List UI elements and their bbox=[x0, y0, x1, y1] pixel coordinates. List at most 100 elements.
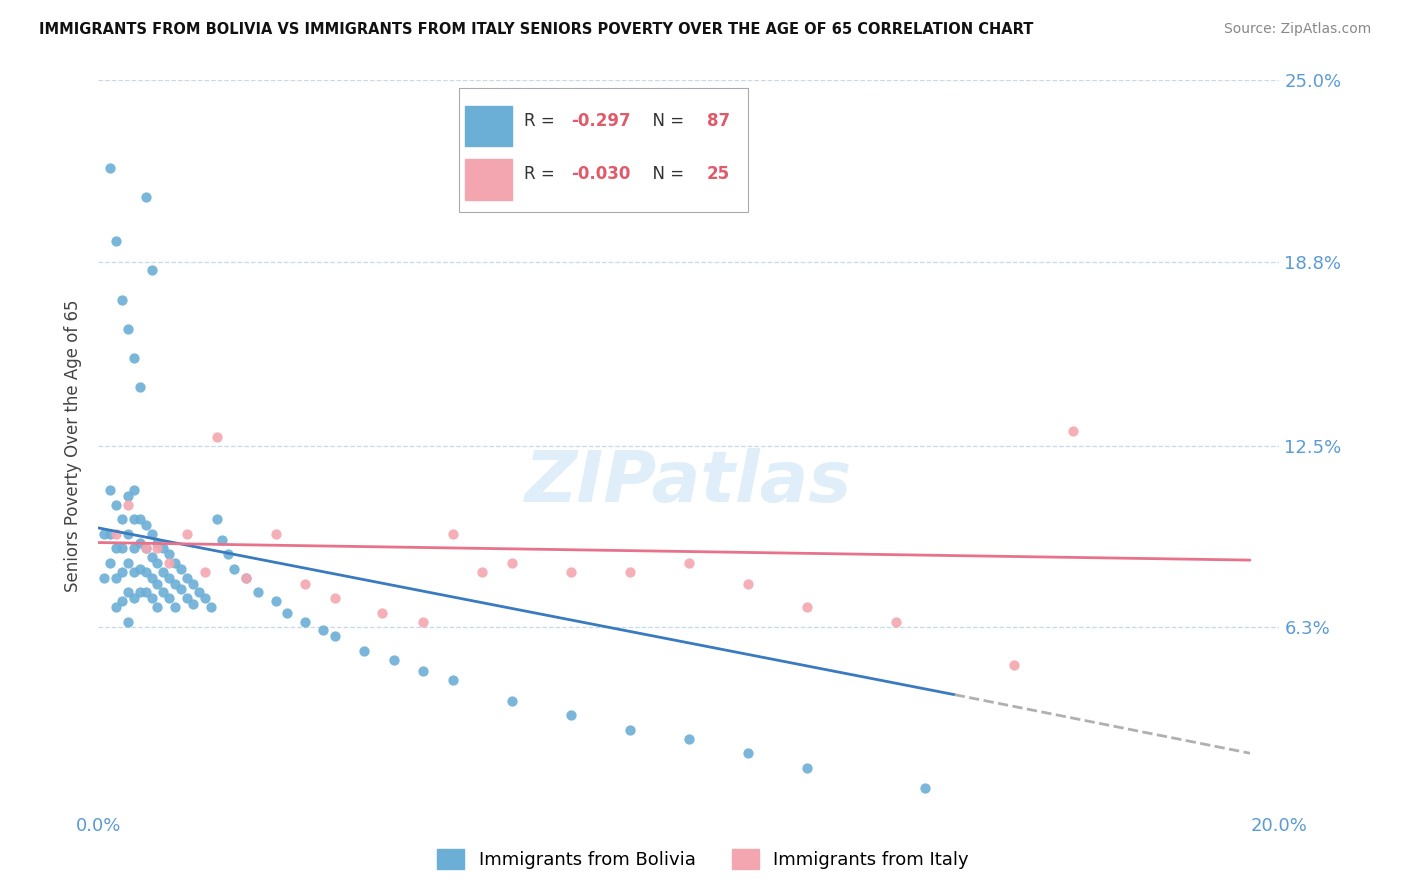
Point bbox=[128, 380, 150, 394]
Point bbox=[128, 512, 150, 526]
Text: Source: ZipAtlas.com: Source: ZipAtlas.com bbox=[1223, 22, 1371, 37]
Point bbox=[117, 322, 139, 336]
Legend: Immigrants from Bolivia, Immigrants from Italy: Immigrants from Bolivia, Immigrants from… bbox=[429, 839, 977, 879]
Point bbox=[105, 526, 128, 541]
Point bbox=[117, 498, 139, 512]
Text: N =: N = bbox=[641, 112, 689, 129]
Text: R =: R = bbox=[523, 165, 560, 183]
Point bbox=[312, 624, 335, 638]
Text: 25: 25 bbox=[707, 165, 730, 183]
Point bbox=[353, 644, 375, 658]
Point bbox=[117, 615, 139, 629]
Point bbox=[1002, 658, 1025, 673]
Point bbox=[98, 526, 121, 541]
Point bbox=[217, 547, 239, 561]
Point bbox=[141, 550, 163, 565]
Point bbox=[165, 599, 187, 614]
Point bbox=[146, 576, 169, 591]
Point bbox=[501, 556, 523, 570]
Y-axis label: Seniors Poverty Over the Age of 65: Seniors Poverty Over the Age of 65 bbox=[65, 300, 83, 592]
Point bbox=[560, 565, 582, 579]
Point bbox=[105, 541, 128, 556]
Point bbox=[176, 591, 198, 606]
Text: -0.297: -0.297 bbox=[571, 112, 630, 129]
Point bbox=[412, 615, 434, 629]
Text: IMMIGRANTS FROM BOLIVIA VS IMMIGRANTS FROM ITALY SENIORS POVERTY OVER THE AGE OF: IMMIGRANTS FROM BOLIVIA VS IMMIGRANTS FR… bbox=[39, 22, 1033, 37]
Point bbox=[105, 599, 128, 614]
Point bbox=[152, 585, 174, 599]
Point bbox=[111, 512, 134, 526]
Point bbox=[135, 541, 157, 556]
Point bbox=[194, 591, 217, 606]
Point bbox=[122, 351, 145, 366]
Point bbox=[111, 565, 134, 579]
Point bbox=[122, 483, 145, 497]
Text: -0.030: -0.030 bbox=[571, 165, 630, 183]
Point bbox=[246, 585, 269, 599]
Point bbox=[737, 746, 759, 760]
Point bbox=[884, 615, 907, 629]
Point bbox=[294, 576, 316, 591]
Point bbox=[678, 731, 700, 746]
Point bbox=[128, 585, 150, 599]
Point bbox=[105, 571, 128, 585]
Point bbox=[323, 629, 346, 643]
Point bbox=[117, 489, 139, 503]
Point bbox=[117, 556, 139, 570]
Point bbox=[157, 547, 180, 561]
Text: 87: 87 bbox=[707, 112, 730, 129]
Point bbox=[170, 582, 193, 597]
Point bbox=[165, 556, 187, 570]
Point bbox=[294, 615, 316, 629]
Point bbox=[205, 512, 228, 526]
Point bbox=[170, 562, 193, 576]
Point bbox=[471, 565, 494, 579]
Point bbox=[235, 571, 257, 585]
Bar bbox=[464, 160, 512, 200]
Point bbox=[412, 665, 434, 679]
Point bbox=[117, 585, 139, 599]
Point bbox=[205, 430, 228, 444]
Point bbox=[678, 556, 700, 570]
Point bbox=[98, 161, 121, 175]
Point bbox=[146, 535, 169, 549]
Point bbox=[441, 526, 464, 541]
Point bbox=[93, 526, 115, 541]
Point bbox=[371, 606, 394, 620]
Point bbox=[176, 526, 198, 541]
Point bbox=[135, 190, 157, 204]
Point bbox=[93, 571, 115, 585]
Point bbox=[619, 565, 641, 579]
Point bbox=[264, 594, 287, 608]
Point bbox=[560, 708, 582, 723]
Point bbox=[157, 591, 180, 606]
Point bbox=[737, 576, 759, 591]
Point bbox=[619, 723, 641, 737]
Point bbox=[111, 293, 134, 307]
Point bbox=[211, 533, 233, 547]
Point bbox=[122, 591, 145, 606]
Point bbox=[141, 591, 163, 606]
Point bbox=[796, 599, 818, 614]
Point bbox=[224, 562, 246, 576]
Point bbox=[264, 526, 287, 541]
Point bbox=[276, 606, 298, 620]
Point bbox=[111, 594, 134, 608]
Point bbox=[122, 541, 145, 556]
Point bbox=[122, 565, 145, 579]
Point bbox=[157, 571, 180, 585]
Point bbox=[323, 591, 346, 606]
Point bbox=[141, 526, 163, 541]
Point bbox=[176, 571, 198, 585]
Point bbox=[98, 483, 121, 497]
Point bbox=[152, 565, 174, 579]
Point bbox=[157, 556, 180, 570]
Point bbox=[105, 234, 128, 248]
Text: R =: R = bbox=[523, 112, 560, 129]
Point bbox=[146, 541, 169, 556]
Point bbox=[181, 576, 204, 591]
Text: ZIPatlas: ZIPatlas bbox=[526, 448, 852, 517]
Point bbox=[141, 571, 163, 585]
Point bbox=[914, 781, 936, 796]
Point bbox=[111, 541, 134, 556]
